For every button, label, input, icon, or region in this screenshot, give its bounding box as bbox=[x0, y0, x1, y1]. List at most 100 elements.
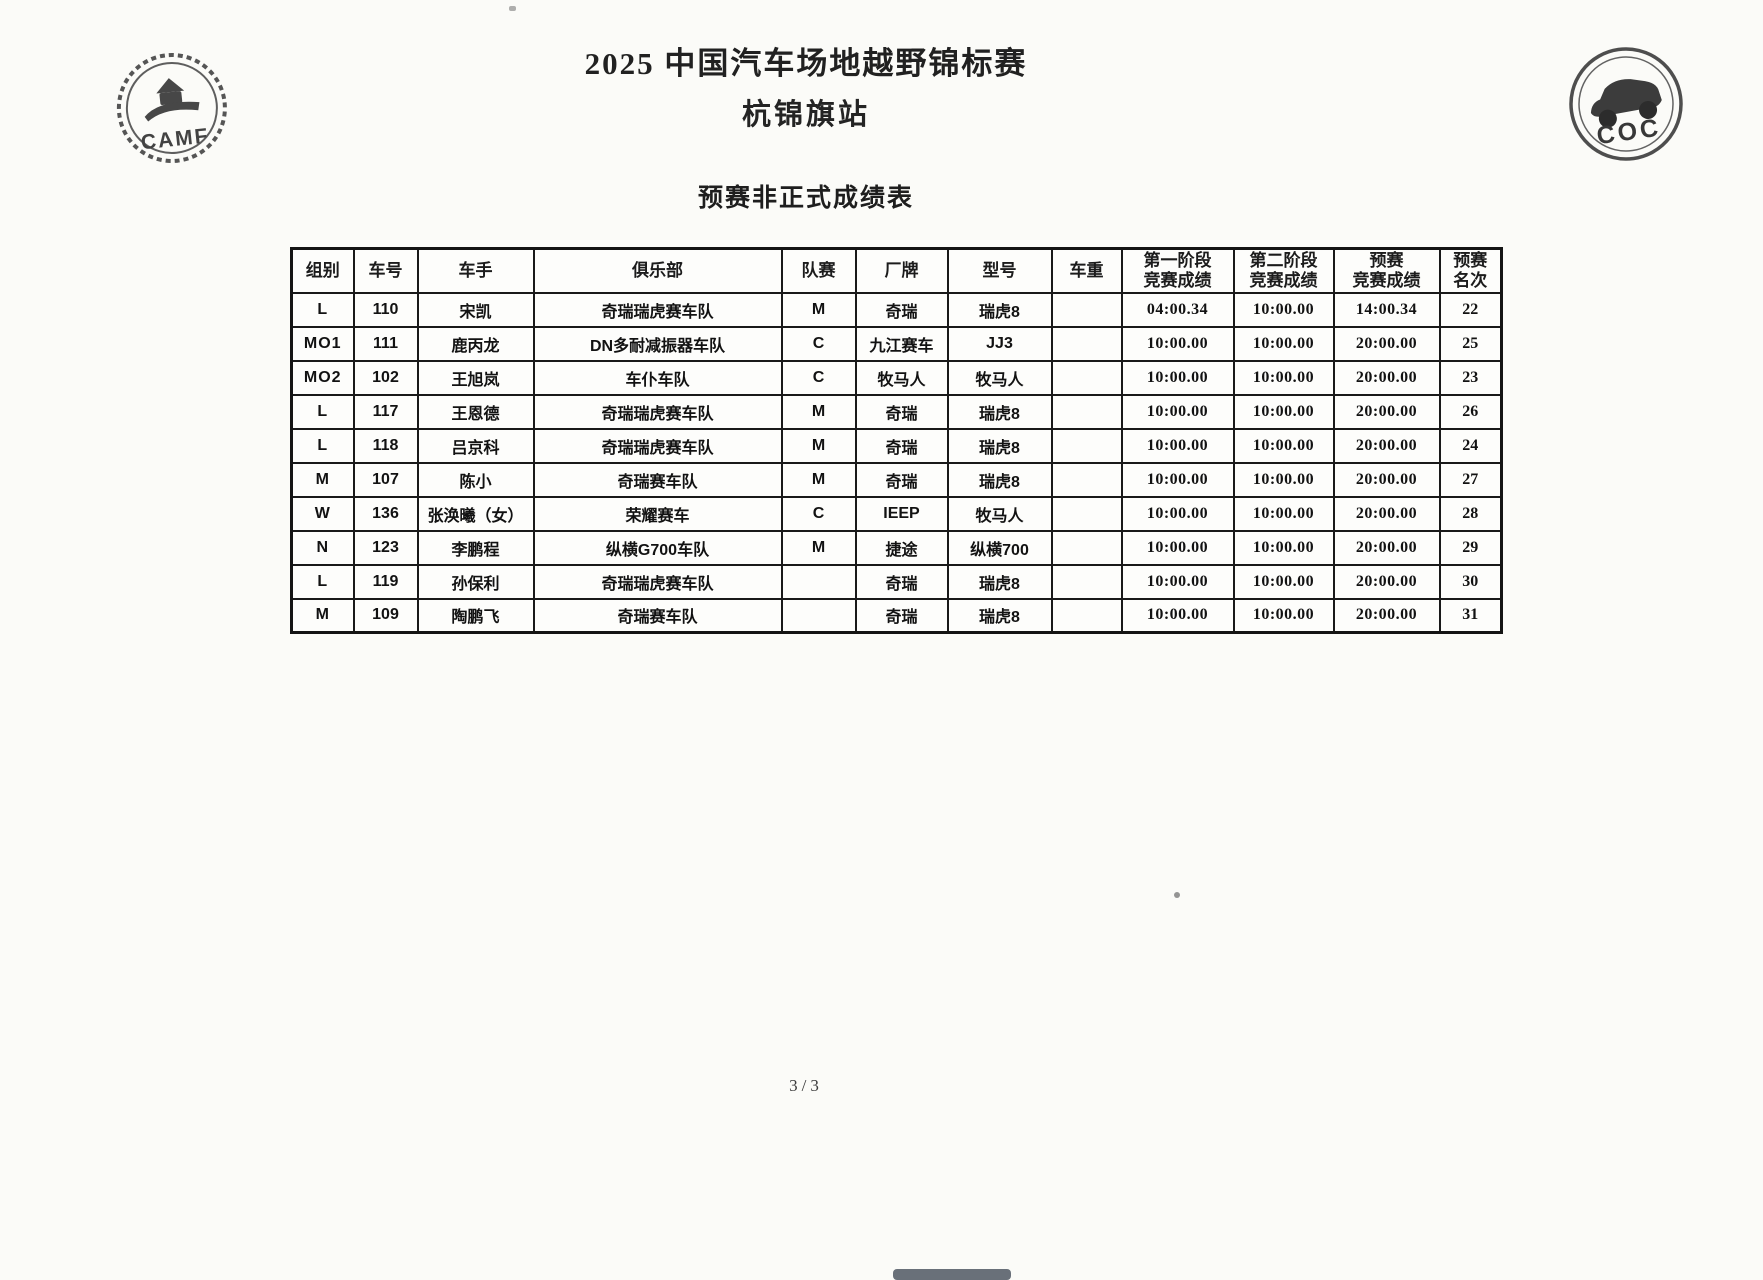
table-cell: 宋凯 bbox=[416, 291, 535, 328]
table-cell bbox=[1050, 529, 1123, 566]
table-cell: 25 bbox=[1438, 325, 1503, 362]
table-cell: 10:00.00 bbox=[1232, 325, 1335, 362]
table-cell: C bbox=[780, 325, 857, 362]
table-cell: DN多耐减振器车队 bbox=[532, 325, 783, 362]
scan-artifact bbox=[1174, 892, 1180, 898]
header-cell: 第一阶段 竞赛成绩 bbox=[1120, 247, 1235, 294]
table-cell: 10:00.00 bbox=[1232, 597, 1335, 634]
table-cell: 10:00.00 bbox=[1120, 427, 1235, 464]
table-cell bbox=[1050, 495, 1123, 532]
header-cell: 车号 bbox=[352, 247, 419, 294]
header-cell: 型号 bbox=[946, 247, 1053, 294]
table-row: L 118 吕京科 奇瑞瑞虎赛车队 M 奇瑞 瑞虎8 10:00.00 10:00.00 20:0… bbox=[290, 427, 1503, 464]
table-title: 预赛非正式成绩表 bbox=[697, 184, 914, 212]
table-cell: 纵横700 bbox=[946, 529, 1053, 566]
table-cell: 27 bbox=[1438, 461, 1503, 498]
table-cell bbox=[1050, 359, 1123, 396]
table-cell: 10:00.00 bbox=[1120, 495, 1235, 532]
table-cell: MO2 bbox=[290, 359, 355, 396]
table-cell: 10:00.00 bbox=[1232, 495, 1335, 532]
table-cell: 29 bbox=[1438, 529, 1503, 566]
table-cell: 10:00.00 bbox=[1232, 393, 1335, 430]
table-cell: L bbox=[290, 427, 355, 464]
table-cell: 奇瑞赛车队 bbox=[532, 597, 783, 634]
table-cell: 20:00.00 bbox=[1332, 393, 1441, 430]
camf-logo: CAMF bbox=[116, 53, 227, 164]
table-header: 组别 车号 车手 俱乐部 队赛 厂牌 型号 车重 第一阶段 竞赛成绩 第二阶段 竞赛成绩 预赛 竞赛… bbox=[290, 247, 1503, 294]
table-cell bbox=[1050, 427, 1123, 464]
table-cell: 瑞虎8 bbox=[946, 563, 1053, 600]
table-row: L 119 孙保利 奇瑞瑞虎赛车队 奇瑞 瑞虎8 10:00.00 10:00.00 20:00… bbox=[290, 563, 1503, 600]
camf-emblem-icon bbox=[144, 78, 200, 122]
table-cell: 10:00.00 bbox=[1232, 461, 1335, 498]
table-cell: 20:00.00 bbox=[1332, 529, 1441, 566]
table-cell: 10:00.00 bbox=[1120, 393, 1235, 430]
table-cell: 奇瑞 bbox=[854, 427, 949, 464]
table-cell: 奇瑞 bbox=[854, 563, 949, 600]
table-cell: 10:00.00 bbox=[1232, 563, 1335, 600]
table-cell bbox=[1050, 325, 1123, 362]
table-cell: 奇瑞 bbox=[854, 461, 949, 498]
table-cell: 20:00.00 bbox=[1332, 461, 1441, 498]
table-cell: C bbox=[780, 495, 857, 532]
table-cell: 孙保利 bbox=[416, 563, 535, 600]
event-station: 杭锦旗站 bbox=[741, 99, 870, 131]
page-number: 3/3 bbox=[789, 1076, 823, 1095]
scan-artifact bbox=[893, 1269, 1011, 1280]
table-cell: 23 bbox=[1438, 359, 1503, 396]
table-cell: L bbox=[290, 291, 355, 328]
table-cell: 奇瑞瑞虎赛车队 bbox=[532, 393, 783, 430]
table-cell: 10:00.00 bbox=[1120, 597, 1235, 634]
table-cell bbox=[1050, 461, 1123, 498]
table-cell: 牧马人 bbox=[854, 359, 949, 396]
table-row: N 123 李鹏程 纵横G700车队 M 捷途 纵横700 10:00.00 10:00.00 2… bbox=[290, 529, 1503, 566]
table-cell: 捷途 bbox=[854, 529, 949, 566]
table-cell: M bbox=[780, 529, 857, 566]
header-cell: 预赛 竞赛成绩 bbox=[1332, 247, 1441, 294]
table-cell: MO1 bbox=[290, 325, 355, 362]
table-cell: 王旭岚 bbox=[416, 359, 535, 396]
table-cell: IEEP bbox=[854, 495, 949, 532]
header-cell: 组别 bbox=[290, 247, 355, 294]
table-cell: 奇瑞瑞虎赛车队 bbox=[532, 291, 783, 328]
table-cell: 10:00.00 bbox=[1232, 529, 1335, 566]
table-row: W 136 张涣曦（女） 荣耀赛车 C IEEP 牧马人 10:00.00 10:00.00 20… bbox=[290, 495, 1503, 532]
table-cell: 瑞虎8 bbox=[946, 461, 1053, 498]
table-cell: 20:00.00 bbox=[1332, 427, 1441, 464]
header-cell: 厂牌 bbox=[854, 247, 949, 294]
table-row: MO1 111 鹿丙龙 DN多耐减振器车队 C 九江赛车 JJ3 10:00.00 10:00.… bbox=[290, 325, 1503, 362]
table-cell: 车仆车队 bbox=[532, 359, 783, 396]
table-cell: 26 bbox=[1438, 393, 1503, 430]
table-cell: M bbox=[780, 461, 857, 498]
table-row: M 107 陈小 奇瑞赛车队 M 奇瑞 瑞虎8 10:00.00 10:00.00 20:00.0… bbox=[290, 461, 1503, 498]
table-cell: M bbox=[290, 461, 355, 498]
table-cell: 牧马人 bbox=[946, 359, 1053, 396]
table-cell bbox=[1050, 291, 1123, 328]
table-cell: 20:00.00 bbox=[1332, 495, 1441, 532]
table-cell: L bbox=[290, 563, 355, 600]
table-cell: 24 bbox=[1438, 427, 1503, 464]
table-cell: 纵横G700车队 bbox=[532, 529, 783, 566]
table-cell: 瑞虎8 bbox=[946, 291, 1053, 328]
table-row: M 109 陶鹏飞 奇瑞赛车队 奇瑞 瑞虎8 10:00.00 10:00.00 20:00.0… bbox=[290, 597, 1503, 634]
table-cell: 瑞虎8 bbox=[946, 393, 1053, 430]
header-row: 组别 车号 车手 俱乐部 队赛 厂牌 型号 车重 第一阶段 竞赛成绩 第二阶段 竞赛成绩 预赛 竞赛… bbox=[290, 247, 1503, 294]
table-cell: 奇瑞 bbox=[854, 393, 949, 430]
table-cell bbox=[1050, 597, 1123, 634]
table-cell: 吕京科 bbox=[416, 427, 535, 464]
table-row: L 117 王恩德 奇瑞瑞虎赛车队 M 奇瑞 瑞虎8 10:00.00 10:00.00 20:0… bbox=[290, 393, 1503, 430]
table-cell: 117 bbox=[352, 393, 419, 430]
table-cell: 奇瑞瑞虎赛车队 bbox=[532, 427, 783, 464]
header-cell: 预赛 名次 bbox=[1438, 247, 1503, 294]
table-cell: 107 bbox=[352, 461, 419, 498]
table-cell: 20:00.00 bbox=[1332, 597, 1441, 634]
table-cell: 10:00.00 bbox=[1232, 291, 1335, 328]
coc-truck-icon bbox=[1590, 79, 1662, 128]
table-cell: 136 bbox=[352, 495, 419, 532]
table-cell: 10:00.00 bbox=[1120, 461, 1235, 498]
table-cell: 陶鹏飞 bbox=[416, 597, 535, 634]
header-cell: 俱乐部 bbox=[532, 247, 783, 294]
table-cell: 荣耀赛车 bbox=[532, 495, 783, 532]
table-cell: 奇瑞 bbox=[854, 597, 949, 634]
